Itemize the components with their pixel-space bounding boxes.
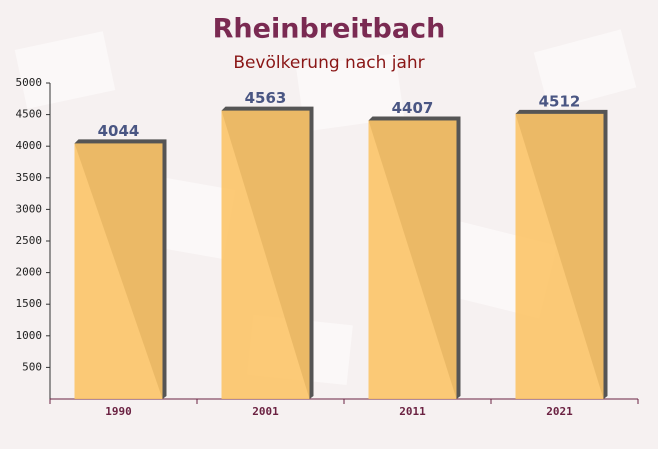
bar bbox=[368, 120, 457, 399]
y-tick-label: 2500 bbox=[16, 234, 43, 247]
bar bbox=[74, 143, 163, 399]
value-label: 4407 bbox=[392, 99, 434, 117]
value-label: 4563 bbox=[245, 89, 287, 107]
y-tick-label: 500 bbox=[22, 360, 42, 373]
y-tick-label: 2000 bbox=[16, 266, 43, 279]
value-label: 4512 bbox=[539, 92, 581, 110]
y-tick-label: 1500 bbox=[16, 297, 43, 310]
y-tick-label: 3500 bbox=[16, 171, 43, 184]
y-tick-label: 5000 bbox=[16, 76, 43, 89]
y-tick-label: 3000 bbox=[16, 202, 43, 215]
chart-subtitle: Bevölkerung nach jahr bbox=[233, 53, 424, 73]
bar bbox=[221, 110, 310, 399]
chart-title: Rheinbreitbach bbox=[213, 14, 446, 45]
x-tick-label: 2001 bbox=[252, 405, 279, 418]
x-tick-label: 2011 bbox=[399, 405, 426, 418]
x-tick-label: 1990 bbox=[105, 405, 132, 418]
value-label: 4044 bbox=[98, 122, 140, 140]
x-tick-label: 2021 bbox=[546, 405, 573, 418]
y-tick-label: 1000 bbox=[16, 329, 43, 342]
y-tick-label: 4500 bbox=[16, 108, 43, 121]
bar bbox=[515, 113, 604, 399]
y-tick-label: 4000 bbox=[16, 139, 43, 152]
